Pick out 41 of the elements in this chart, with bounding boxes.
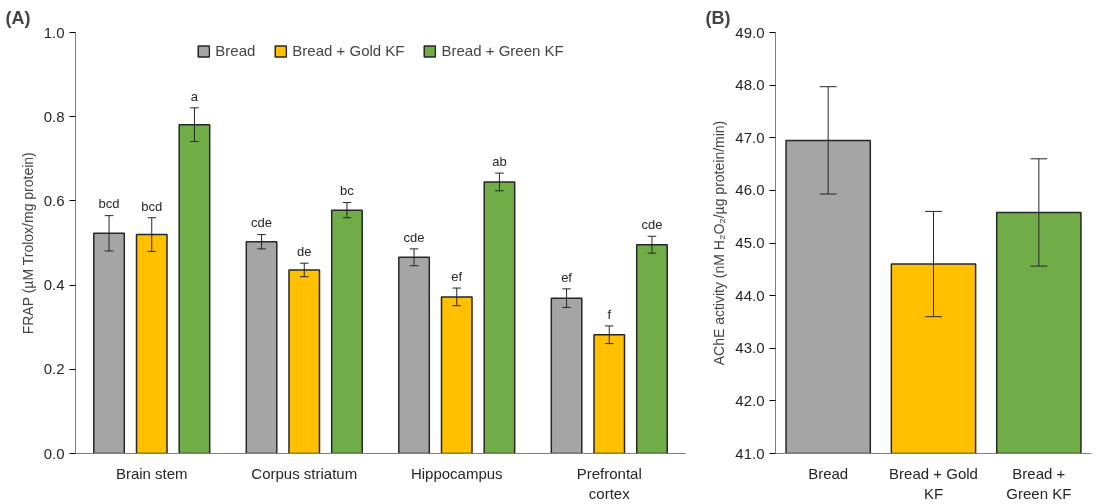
x-tick-label: Corpus striatum [251, 464, 358, 482]
data-label: a [190, 88, 199, 104]
data-label: cde [403, 229, 425, 245]
legend-label: Bread + Green KF [441, 42, 564, 59]
y-tick-label: 0.8 [43, 107, 65, 125]
y-tick-label: 44.0 [735, 286, 765, 304]
x-tick-label: Hippocampus [410, 464, 503, 482]
y-tick-label: 46.0 [735, 181, 765, 199]
x-tick-label: Bread + Gold KF [889, 464, 978, 502]
y-tick-label: 0.0 [43, 444, 65, 462]
data-label: ef [561, 269, 573, 285]
y-tick-label: 41.0 [735, 444, 765, 462]
y-tick-label: 49.0 [735, 23, 765, 41]
data-label: bcd [141, 198, 163, 214]
data-label: cde [251, 215, 273, 231]
chart-title: (A) [5, 7, 31, 28]
data-label: ef [451, 268, 463, 284]
y-tick-label: 48.0 [735, 76, 765, 94]
data-label: cde [641, 217, 663, 233]
x-tick-label: Bread [808, 464, 849, 482]
data-label: ab [492, 153, 507, 169]
x-tick-label: Bread + Green KF [1006, 464, 1072, 502]
y-axis-title: FRAP (µM Trolox/mg protein) [19, 152, 36, 335]
data-label: bc [340, 183, 355, 199]
data-label: de [297, 244, 312, 259]
data-label: f [607, 306, 612, 322]
x-tick-label: Prefrontal cortex [576, 464, 642, 502]
y-tick-label: 0.4 [43, 276, 65, 294]
legend-label: Bread + Gold KF [292, 42, 405, 59]
legend-label: Bread [215, 42, 256, 59]
y-axis-title: AChE activity (nM H₂O₂/µg protein/min) [711, 120, 728, 366]
y-tick-label: 0.2 [43, 360, 65, 378]
y-tick-label: 42.0 [735, 391, 765, 409]
y-tick-label: 47.0 [735, 128, 765, 146]
x-tick-label: Brain stem [115, 464, 188, 482]
y-tick-label: 45.0 [735, 234, 765, 251]
y-tick-label: 0.6 [43, 191, 65, 209]
data-label: bcd [98, 196, 120, 212]
y-tick-label: 1.0 [43, 23, 65, 41]
y-tick-label: 43.0 [735, 339, 765, 357]
chart-title: (B) [705, 7, 731, 28]
